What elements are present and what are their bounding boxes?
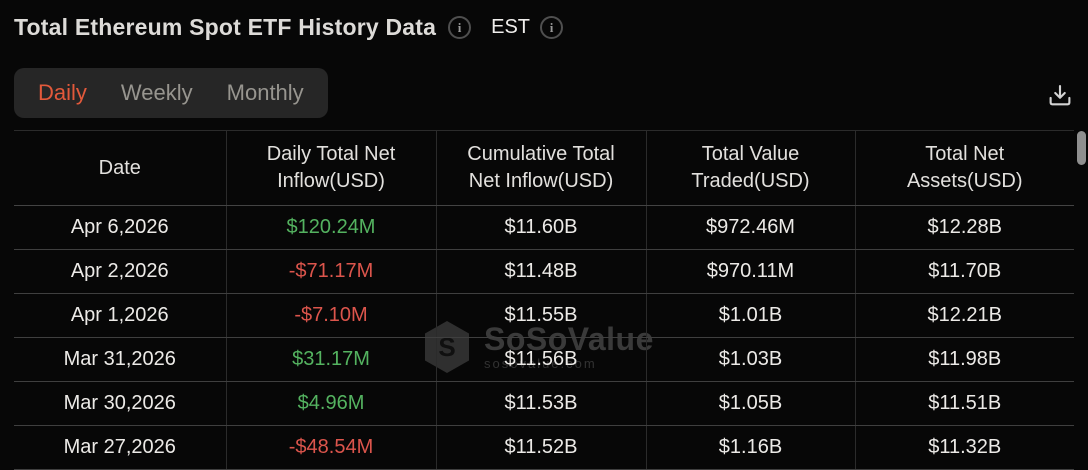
table-row: Apr 6,2026 $120.24M $11.60B $972.46M $12… <box>14 205 1074 250</box>
cell-net-assets: $12.28B <box>854 205 1074 250</box>
page-title: Total Ethereum Spot ETF History Data <box>14 14 437 40</box>
cell-daily-inflow: $120.24M <box>225 205 436 250</box>
cell-cumulative-inflow: $11.52B <box>435 425 646 470</box>
timezone-label: EST <box>491 16 531 38</box>
period-tab-bar: Daily Weekly Monthly <box>14 68 328 118</box>
cell-daily-inflow: -$71.17M <box>225 249 436 294</box>
tab-weekly[interactable]: Weekly <box>120 80 193 105</box>
tab-monthly[interactable]: Monthly <box>226 80 304 105</box>
cell-value-traded: $1.01B <box>645 293 855 338</box>
cell-net-assets: $11.70B <box>854 249 1074 294</box>
cell-daily-inflow: $31.17M <box>225 337 436 382</box>
vertical-scrollbar-thumb[interactable] <box>1077 131 1086 165</box>
cell-net-assets: $11.51B <box>854 381 1074 426</box>
cell-date: Mar 27,2026 <box>14 425 226 470</box>
table-row: Mar 30,2026 $4.96M $11.53B $1.05B $11.51… <box>14 381 1074 426</box>
table-header-row: Date Daily Total Net Inflow(USD) Cumulat… <box>14 130 1074 206</box>
cell-value-traded: $972.46M <box>645 205 855 250</box>
col-header-value-traded: Total Value Traded(USD) <box>645 130 855 206</box>
cell-net-assets: $11.32B <box>854 425 1074 470</box>
cell-value-traded: $1.05B <box>645 381 855 426</box>
table-row: Mar 31,2026 $31.17M $11.56B $1.03B $11.9… <box>14 337 1074 382</box>
cell-date: Mar 30,2026 <box>14 381 226 426</box>
tab-daily[interactable]: Daily <box>38 80 87 105</box>
table-row: Mar 27,2026 -$48.54M $11.52B $1.16B $11.… <box>14 425 1074 470</box>
cell-date: Mar 31,2026 <box>14 337 226 382</box>
cell-value-traded: $970.11M <box>645 249 855 294</box>
cell-cumulative-inflow: $11.55B <box>435 293 646 338</box>
cell-net-assets: $11.98B <box>854 337 1074 382</box>
cell-daily-inflow: -$48.54M <box>225 425 436 470</box>
cell-daily-inflow: -$7.10M <box>225 293 436 338</box>
cell-date: Apr 1,2026 <box>14 293 226 338</box>
col-header-net-assets: Total Net Assets(USD) <box>854 130 1074 206</box>
cell-cumulative-inflow: $11.60B <box>435 205 646 250</box>
col-header-cumulative-inflow: Cumulative Total Net Inflow(USD) <box>435 130 646 206</box>
table-row: Apr 1,2026 -$7.10M $11.55B $1.01B $12.21… <box>14 293 1074 338</box>
cell-date: Apr 6,2026 <box>14 205 226 250</box>
cell-cumulative-inflow: $11.56B <box>435 337 646 382</box>
cell-cumulative-inflow: $11.48B <box>435 249 646 294</box>
title-row: Total Ethereum Spot ETF History Data i E… <box>14 14 564 41</box>
timezone-info-icon[interactable]: i <box>540 16 564 39</box>
cell-date: Apr 2,2026 <box>14 249 226 294</box>
etf-history-table: Date Daily Total Net Inflow(USD) Cumulat… <box>14 130 1074 470</box>
title-info-icon[interactable]: i <box>448 16 472 39</box>
table-row: Apr 2,2026 -$71.17M $11.48B $970.11M $11… <box>14 249 1074 294</box>
col-header-date: Date <box>14 130 226 206</box>
download-button[interactable] <box>1043 79 1077 113</box>
cell-value-traded: $1.03B <box>645 337 855 382</box>
cell-daily-inflow: $4.96M <box>225 381 436 426</box>
cell-cumulative-inflow: $11.53B <box>435 381 646 426</box>
cell-value-traded: $1.16B <box>645 425 855 470</box>
download-icon <box>1045 81 1075 111</box>
col-header-daily-inflow: Daily Total Net Inflow(USD) <box>225 130 436 206</box>
cell-net-assets: $12.21B <box>854 293 1074 338</box>
